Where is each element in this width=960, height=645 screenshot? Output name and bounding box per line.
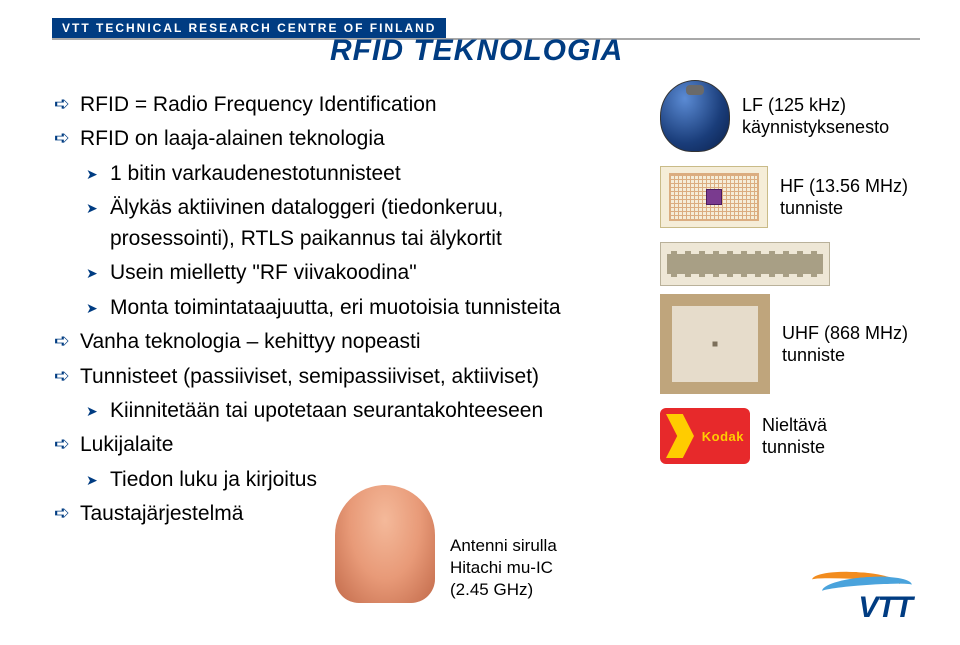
swallow-line2: tunniste bbox=[762, 437, 825, 457]
swallow-label: Nieltävä tunniste bbox=[762, 414, 827, 459]
right-row-hf: HF (13.56 MHz) tunniste bbox=[660, 166, 920, 228]
hf-line2: tunniste bbox=[780, 198, 843, 218]
lf-line1: LF (125 kHz) bbox=[742, 95, 846, 115]
hf-tag-image bbox=[660, 166, 768, 228]
hf-line1: HF (13.56 MHz) bbox=[780, 176, 908, 196]
bullet-lvl2: 1 bitin varkaudenestotunnisteet bbox=[54, 159, 634, 189]
right-row-uhf-strip bbox=[660, 242, 920, 286]
uhf-patch-image bbox=[660, 294, 770, 394]
kodak-logo: Kodak bbox=[660, 408, 750, 464]
uhf-line2: tunniste bbox=[782, 345, 845, 365]
right-column: LF (125 kHz) käynnistyksenesto HF (13.56… bbox=[660, 80, 920, 478]
finger-l1: Antenni sirulla bbox=[450, 536, 557, 555]
keyfob-image bbox=[660, 80, 730, 152]
finger-caption: Antenni sirulla Hitachi mu-IC (2.45 GHz) bbox=[450, 535, 557, 601]
finger-image bbox=[335, 485, 445, 603]
uhf-strip-image bbox=[660, 242, 830, 286]
hf-label: HF (13.56 MHz) tunniste bbox=[780, 175, 908, 220]
bullet-lvl2: Usein mielletty "RF viivakoodina" bbox=[54, 258, 634, 288]
vtt-logo: VTT bbox=[808, 575, 918, 625]
bullet-lvl1: Lukijalaite bbox=[54, 430, 634, 460]
bullet-lvl1: RFID = Radio Frequency Identification bbox=[54, 90, 634, 120]
bullet-lvl1: Tunnisteet (passiiviset, semipassiiviset… bbox=[54, 362, 634, 392]
kodak-k-icon bbox=[666, 414, 694, 458]
kodak-text: Kodak bbox=[702, 429, 744, 444]
vtt-text: VTT bbox=[858, 591, 912, 625]
bullet-lvl1: Vanha teknologia – kehittyy nopeasti bbox=[54, 327, 634, 357]
right-row-lf: LF (125 kHz) käynnistyksenesto bbox=[660, 80, 920, 152]
main-content: RFID = Radio Frequency Identification RF… bbox=[54, 90, 634, 534]
uhf-line1: UHF (868 MHz) bbox=[782, 323, 908, 343]
right-row-kodak: Kodak Nieltävä tunniste bbox=[660, 408, 920, 464]
uhf-label: UHF (868 MHz) tunniste bbox=[782, 322, 908, 367]
bullet-lvl2: Monta toimintataajuutta, eri muotoisia t… bbox=[54, 293, 634, 323]
finger-l3: (2.45 GHz) bbox=[450, 580, 533, 599]
finger-l2: Hitachi mu-IC bbox=[450, 558, 553, 577]
bullet-lvl2: Kiinnitetään tai upotetaan seurantakohte… bbox=[54, 396, 634, 426]
bullet-lvl2: Älykäs aktiivinen dataloggeri (tiedonker… bbox=[54, 193, 634, 254]
lf-line2: käynnistyksenesto bbox=[742, 117, 889, 137]
slide-title: RFID TEKNOLOGIA bbox=[330, 34, 623, 68]
bullet-lvl1: RFID on laaja-alainen teknologia bbox=[54, 124, 634, 154]
lf-label: LF (125 kHz) käynnistyksenesto bbox=[742, 94, 889, 139]
right-row-uhf: UHF (868 MHz) tunniste bbox=[660, 294, 920, 394]
swallow-line1: Nieltävä bbox=[762, 415, 827, 435]
